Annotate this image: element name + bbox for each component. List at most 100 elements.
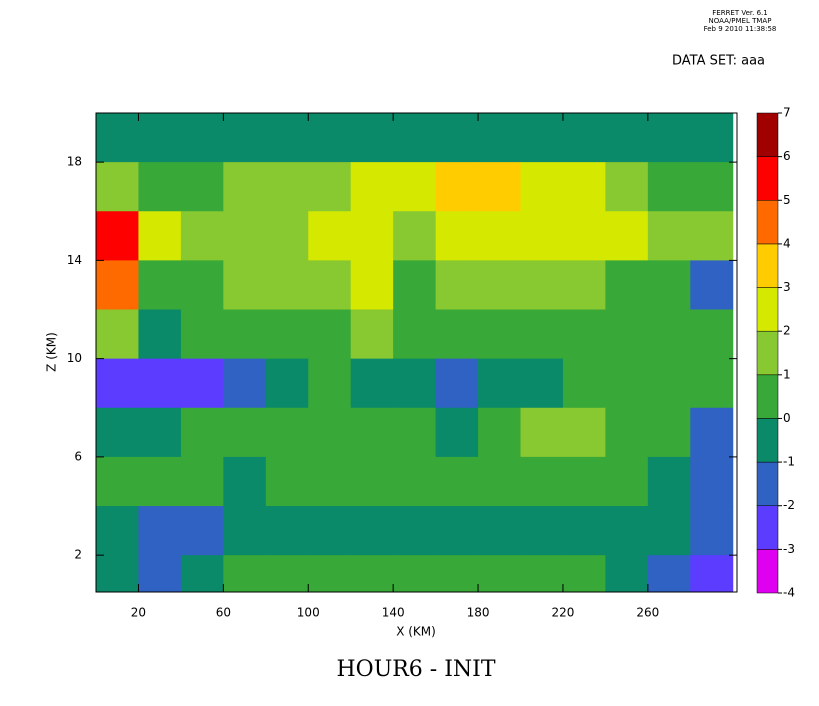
contour-cell xyxy=(350,309,394,360)
x-tick-label: 180 xyxy=(467,606,490,620)
contour-cell xyxy=(393,506,437,556)
contour-cell xyxy=(393,113,437,163)
contour-cell xyxy=(605,506,649,556)
contour-cell xyxy=(435,113,479,163)
subtitle: DATA SET: aaa xyxy=(672,54,765,69)
contour-cell xyxy=(138,162,182,212)
contour-cell xyxy=(138,506,182,556)
contour-cell xyxy=(520,113,564,163)
colorbar-label: -4 xyxy=(783,586,795,600)
contour-cell xyxy=(308,407,352,458)
contour-cell xyxy=(96,309,139,360)
contour-cell xyxy=(478,162,522,212)
contour-cell xyxy=(350,358,394,409)
chart-title: HOUR6 - INIT xyxy=(336,657,495,682)
contour-cell xyxy=(265,506,309,556)
contour-cell xyxy=(647,407,691,458)
contour-cell xyxy=(435,555,479,592)
colorbar-swatch xyxy=(756,200,779,245)
plot-frame xyxy=(95,112,738,593)
y-tick-label: 10 xyxy=(67,351,82,365)
contour-cell xyxy=(308,358,352,409)
contour-cell xyxy=(520,162,564,212)
colorbar-label: -3 xyxy=(783,542,795,556)
contour-cell xyxy=(478,456,522,507)
colorbar-swatch xyxy=(756,549,779,594)
colorbar-label: 5 xyxy=(783,193,791,207)
contour-cell xyxy=(265,309,309,360)
contour-cell xyxy=(180,211,224,261)
contour-cell xyxy=(605,407,649,458)
contour-cell xyxy=(223,162,267,212)
contour-cell xyxy=(138,309,182,360)
contour-cell xyxy=(308,162,352,212)
contour-cell xyxy=(138,113,182,163)
y-tick-label: 2 xyxy=(74,548,82,562)
contour-cell xyxy=(393,309,437,360)
colorbar-swatch xyxy=(756,374,779,419)
contour-cell xyxy=(520,456,564,507)
colorbar-label: -1 xyxy=(783,455,795,469)
colorbar-label: 2 xyxy=(783,324,791,338)
contour-cell xyxy=(435,162,479,212)
contour-cell xyxy=(690,113,734,163)
contour-cell xyxy=(562,162,606,212)
contour-cell xyxy=(690,456,734,507)
contour-cell xyxy=(562,555,606,592)
contour-cell xyxy=(308,506,352,556)
contour-cell xyxy=(308,260,352,311)
contour-cell xyxy=(138,211,182,261)
contour-cell xyxy=(350,456,394,507)
contour-cell xyxy=(647,506,691,556)
contour-cell xyxy=(647,309,691,360)
y-tick-label: 14 xyxy=(67,253,82,267)
contour-cell xyxy=(223,211,267,261)
colorbar-swatch xyxy=(756,287,779,332)
y-tick-label: 6 xyxy=(74,449,82,463)
contour-cell xyxy=(96,456,139,507)
contour-cell xyxy=(138,407,182,458)
contour-cell xyxy=(393,260,437,311)
contour-cell xyxy=(520,309,564,360)
contour-cell xyxy=(308,456,352,507)
contour-cell xyxy=(393,162,437,212)
x-tick-label: 60 xyxy=(216,606,231,620)
colorbar-label: 3 xyxy=(783,280,791,294)
contour-cell xyxy=(435,456,479,507)
contour-cell xyxy=(265,407,309,458)
contour-cell xyxy=(223,260,267,311)
contour-cell xyxy=(605,309,649,360)
contour-cell xyxy=(265,555,309,592)
contour-cell xyxy=(647,260,691,311)
contour-cell xyxy=(265,162,309,212)
contour-cell xyxy=(435,260,479,311)
contour-cell xyxy=(647,113,691,163)
contour-cell xyxy=(647,456,691,507)
contour-cell xyxy=(308,555,352,592)
colorbar-label: 1 xyxy=(783,367,791,381)
contour-cell xyxy=(223,456,267,507)
contour-cell xyxy=(223,407,267,458)
contour-cell xyxy=(605,260,649,311)
contour-cell xyxy=(350,555,394,592)
contour-cell xyxy=(180,260,224,311)
contour-cell xyxy=(393,358,437,409)
contour-cell xyxy=(96,113,139,163)
contour-cell xyxy=(520,506,564,556)
contour-cell xyxy=(308,211,352,261)
contour-cell xyxy=(690,407,734,458)
y-tick-label: 18 xyxy=(67,155,82,169)
contour-cell xyxy=(520,211,564,261)
contour-cell xyxy=(138,456,182,507)
contour-cell xyxy=(478,506,522,556)
contour-cell xyxy=(350,211,394,261)
contour-cell xyxy=(138,260,182,311)
contour-cell xyxy=(562,309,606,360)
x-tick-label: 260 xyxy=(636,606,659,620)
contour-cell xyxy=(96,555,139,592)
contour-cell xyxy=(520,260,564,311)
contour-cell xyxy=(478,211,522,261)
colorbar-swatch xyxy=(756,330,779,376)
colorbar-label: 7 xyxy=(783,106,791,120)
